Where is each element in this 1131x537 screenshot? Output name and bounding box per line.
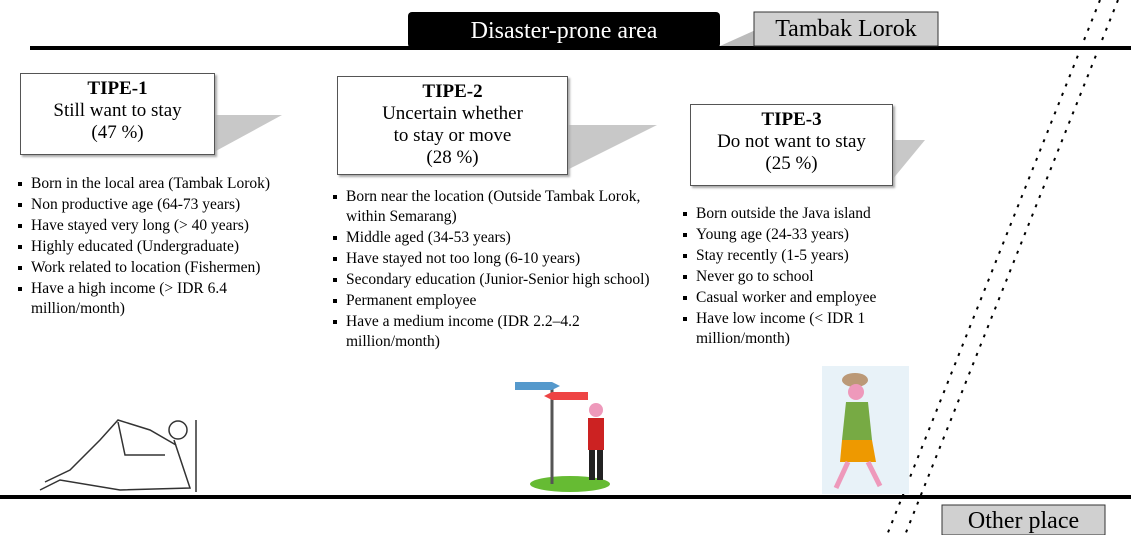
- type-label: TIPE-1: [21, 78, 214, 100]
- trait: Have a medium income (IDR 2.2–4.2 millio…: [333, 312, 663, 352]
- trait: Born near the location (Outside Tambak L…: [333, 187, 663, 227]
- trait: Have a high income (> IDR 6.4 million/mo…: [18, 279, 318, 319]
- trait: Secondary education (Junior-Senior high …: [333, 270, 663, 290]
- trait: Never go to school: [683, 267, 945, 287]
- trait: Have stayed not too long (6-10 years): [333, 249, 663, 269]
- trait: Have stayed very long (> 40 years): [18, 216, 318, 236]
- trait: Middle aged (34-53 years): [333, 228, 663, 248]
- trait: Non productive age (64-73 years): [18, 195, 318, 215]
- page: {"header": {"title": "Disaster-prone are…: [0, 0, 1131, 535]
- type-text: to stay or move: [338, 125, 567, 147]
- type-text: (47 %): [21, 122, 214, 144]
- walking-figure: [822, 366, 909, 494]
- trait: Work related to location (Fishermen): [18, 258, 318, 278]
- callout-2: [567, 125, 657, 170]
- type-text: Do not want to stay: [691, 131, 892, 153]
- trait-list: Born in the local area (Tambak Lorok)Non…: [18, 174, 318, 320]
- callout-1: [214, 115, 282, 152]
- type-text: Uncertain whether: [338, 103, 567, 125]
- trait: Highly educated (Undergraduate): [18, 237, 318, 257]
- type-text: Still want to stay: [21, 100, 214, 122]
- trait-list: Born near the location (Outside Tambak L…: [333, 187, 663, 353]
- trait: Born outside the Java island: [683, 204, 945, 224]
- type-label: TIPE-3: [691, 109, 892, 131]
- sitting-figure: [40, 420, 196, 492]
- callout-3: [892, 140, 925, 180]
- type-label: TIPE-2: [338, 81, 567, 103]
- trait: Casual worker and employee: [683, 288, 945, 308]
- location: Tambak Lorok: [754, 12, 938, 46]
- trait: Have low income (< IDR 1 million/month): [683, 309, 945, 349]
- type-text: (25 %): [691, 153, 892, 175]
- other-place: Other place: [942, 505, 1105, 535]
- trait: Young age (24-33 years): [683, 225, 945, 245]
- type-text: (28 %): [338, 147, 567, 169]
- title: Disaster-prone area: [408, 14, 720, 48]
- signpost-figure: [515, 382, 610, 492]
- trait: Stay recently (1-5 years): [683, 246, 945, 266]
- trait: Permanent employee: [333, 291, 663, 311]
- trait: Born in the local area (Tambak Lorok): [18, 174, 318, 194]
